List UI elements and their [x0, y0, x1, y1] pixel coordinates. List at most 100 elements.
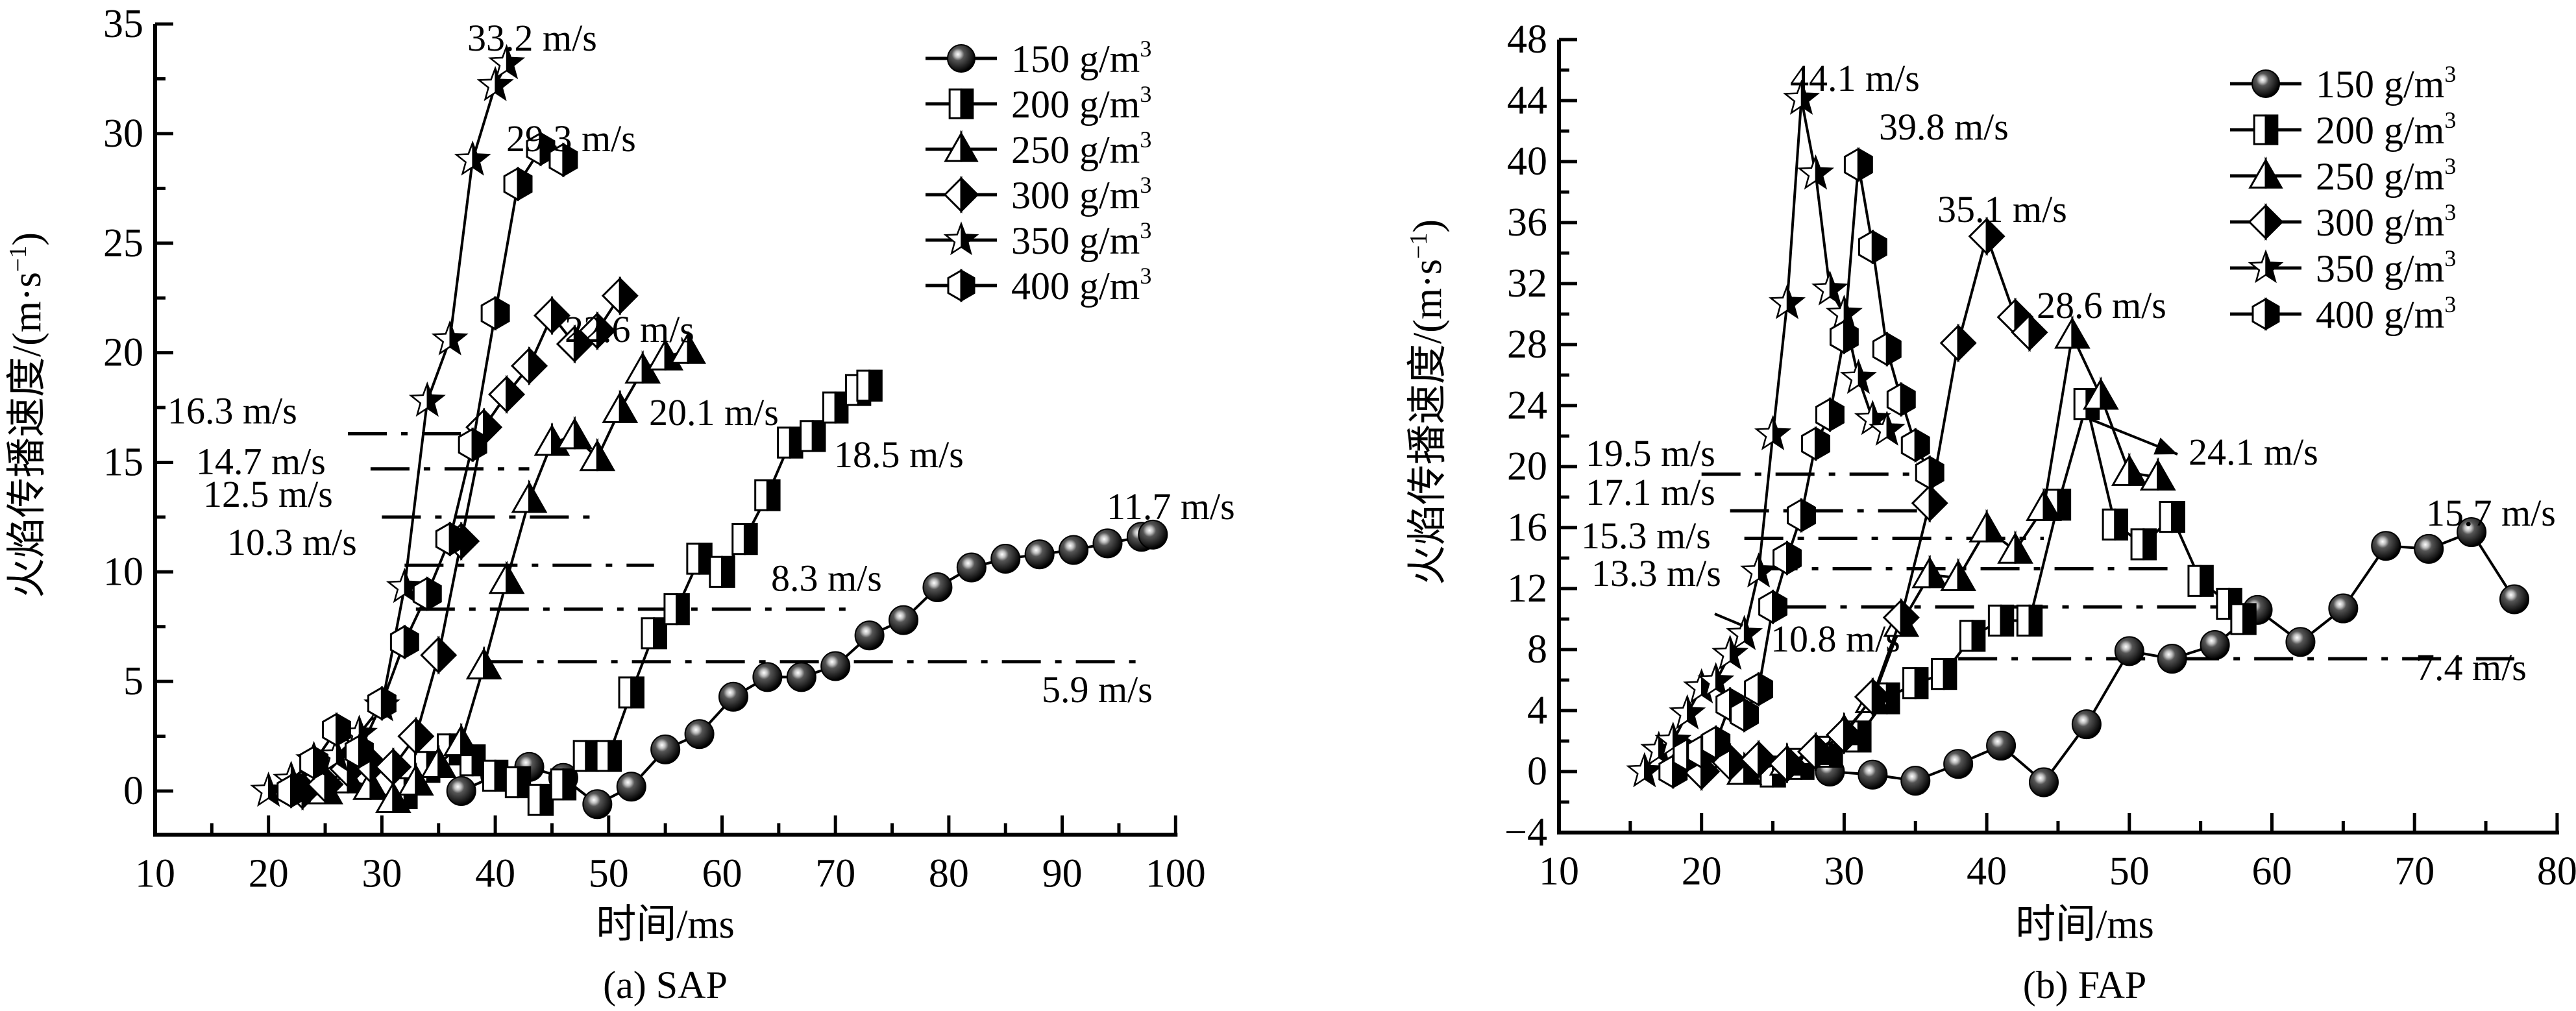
data-point: [822, 391, 849, 424]
data-point: [709, 555, 735, 588]
data-point: [1754, 415, 1792, 450]
legend-label: 400 g/m3: [2316, 291, 2456, 336]
data-point: [1959, 620, 1986, 652]
series-400: [276, 131, 578, 809]
data-point: [2102, 508, 2129, 541]
reference-line-label: 10.8 m/s: [1771, 618, 1900, 660]
legend-marker-icon: [2251, 297, 2280, 331]
data-point: [480, 296, 510, 331]
series-300: [1683, 217, 2048, 792]
data-point: [1858, 229, 1887, 265]
data-point: [458, 427, 487, 463]
data-point: [1886, 382, 1916, 417]
series-200: [1760, 388, 2257, 788]
chart-panel-fap: 火焰传播速度/(m·s−1) −404812162024283236404448…: [1405, 18, 2576, 1006]
axes: 0 5 10 15 20 25 30 35 10 20 30 40 50 60 70 80 90 100: [103, 2, 1206, 895]
data-point: [1968, 217, 2006, 256]
data-point: [276, 773, 306, 809]
data-point: [616, 772, 646, 802]
data-point: [889, 605, 919, 635]
data-point: [2139, 457, 2176, 491]
legend-item-400: 400 g/m3: [926, 263, 1151, 308]
peak-labels: 44.1 m/s 39.8 m/s 35.1 m/s 28.6 m/s 24.1 m/s…: [1790, 57, 2556, 534]
data-point: [686, 542, 713, 575]
data-point: [1969, 509, 2005, 542]
data-point: [641, 617, 667, 650]
data-point: [2011, 313, 2048, 352]
data-point: [2371, 531, 2401, 561]
data-point: [1711, 635, 1749, 670]
peak-label: 11.7 m/s: [1107, 485, 1235, 528]
peak-label: 24.1 m/s: [2189, 431, 2318, 473]
data-point: [754, 479, 781, 511]
y-tick-label: 0: [1527, 749, 1547, 794]
data-point: [990, 544, 1021, 574]
series-group: [1626, 79, 2529, 798]
y-tick-label: 20: [1507, 445, 1547, 489]
data-point: [2028, 767, 2059, 798]
x-tick-label: 30: [362, 852, 402, 896]
data-point: [752, 662, 783, 692]
series-250: [307, 330, 706, 813]
data-point: [1768, 744, 1806, 784]
data-point: [2071, 709, 2102, 740]
data-point: [1854, 677, 1891, 716]
peak-label: 39.8 m/s: [1879, 106, 2009, 148]
data-point: [956, 552, 987, 583]
data-point: [374, 747, 412, 786]
panel-caption: (a) SAP: [603, 964, 728, 1006]
data-point: [299, 745, 329, 780]
reference-lines: 19.5 m/s17.1 m/s15.3 m/s13.3 m/s 10.8 m/s…: [1581, 432, 2527, 688]
data-point: [1839, 358, 1877, 394]
x-tick-label: 70: [815, 852, 855, 896]
legend-label: 250 g/m3: [1011, 127, 1151, 171]
data-point: [1868, 410, 1906, 446]
data-point: [2082, 376, 2119, 410]
legend-marker-icon: [948, 88, 974, 119]
data-point: [1797, 154, 1835, 190]
annotation-leader-line: [1714, 613, 1743, 627]
data-point: [548, 142, 578, 178]
reference-line-label: 19.5 m/s: [1586, 432, 1715, 474]
panel-caption: (b) FAP: [2023, 964, 2147, 1006]
x-tick-label: 80: [929, 852, 969, 896]
legend-item-350: 350 g/m3: [926, 217, 1151, 262]
data-point: [1811, 270, 1848, 306]
data-point: [1768, 284, 1806, 319]
data-point: [1758, 589, 1788, 624]
data-point: [550, 768, 577, 801]
data-point: [412, 576, 442, 611]
data-point: [367, 686, 397, 721]
data-point: [1900, 766, 1931, 796]
data-point: [820, 651, 851, 681]
legend-label: 350 g/m3: [2316, 245, 2456, 290]
data-point: [718, 681, 748, 712]
data-point: [1872, 332, 1902, 367]
legend-label: 150 g/m3: [1011, 36, 1151, 80]
data-point: [1787, 498, 1816, 533]
reference-line-label: 16.3 m/s: [167, 390, 297, 432]
data-point: [2414, 533, 2444, 564]
data-point: [777, 426, 803, 459]
y-tick-label: 25: [103, 221, 143, 265]
y-axis-title: 火焰传播速度/(m·s−1): [5, 232, 49, 598]
x-axis-title: 时间/ms: [596, 903, 735, 947]
data-point: [1801, 426, 1830, 461]
legend-label: 250 g/m3: [2316, 153, 2456, 198]
legend-item-200: 200 g/m3: [2230, 107, 2456, 152]
data-point: [670, 330, 706, 364]
y-axis-title: 火焰传播速度/(m·s−1): [1405, 219, 1450, 585]
y-tick-label: 8: [1527, 627, 1547, 672]
data-point: [2157, 644, 2187, 674]
data-point: [1697, 662, 1735, 698]
x-axis-title: 时间/ms: [2015, 903, 2154, 947]
y-axis-title-text: 火焰传播速度/(m·s−1): [5, 232, 49, 598]
peak-label: 18.5 m/s: [834, 433, 964, 476]
x-tick-label: 10: [1539, 849, 1579, 894]
y-tick-label: 30: [103, 112, 143, 156]
data-point: [1943, 749, 1974, 779]
data-point: [2285, 627, 2316, 657]
data-point: [420, 635, 458, 675]
legend-item-250: 250 g/m3: [2230, 153, 2456, 198]
